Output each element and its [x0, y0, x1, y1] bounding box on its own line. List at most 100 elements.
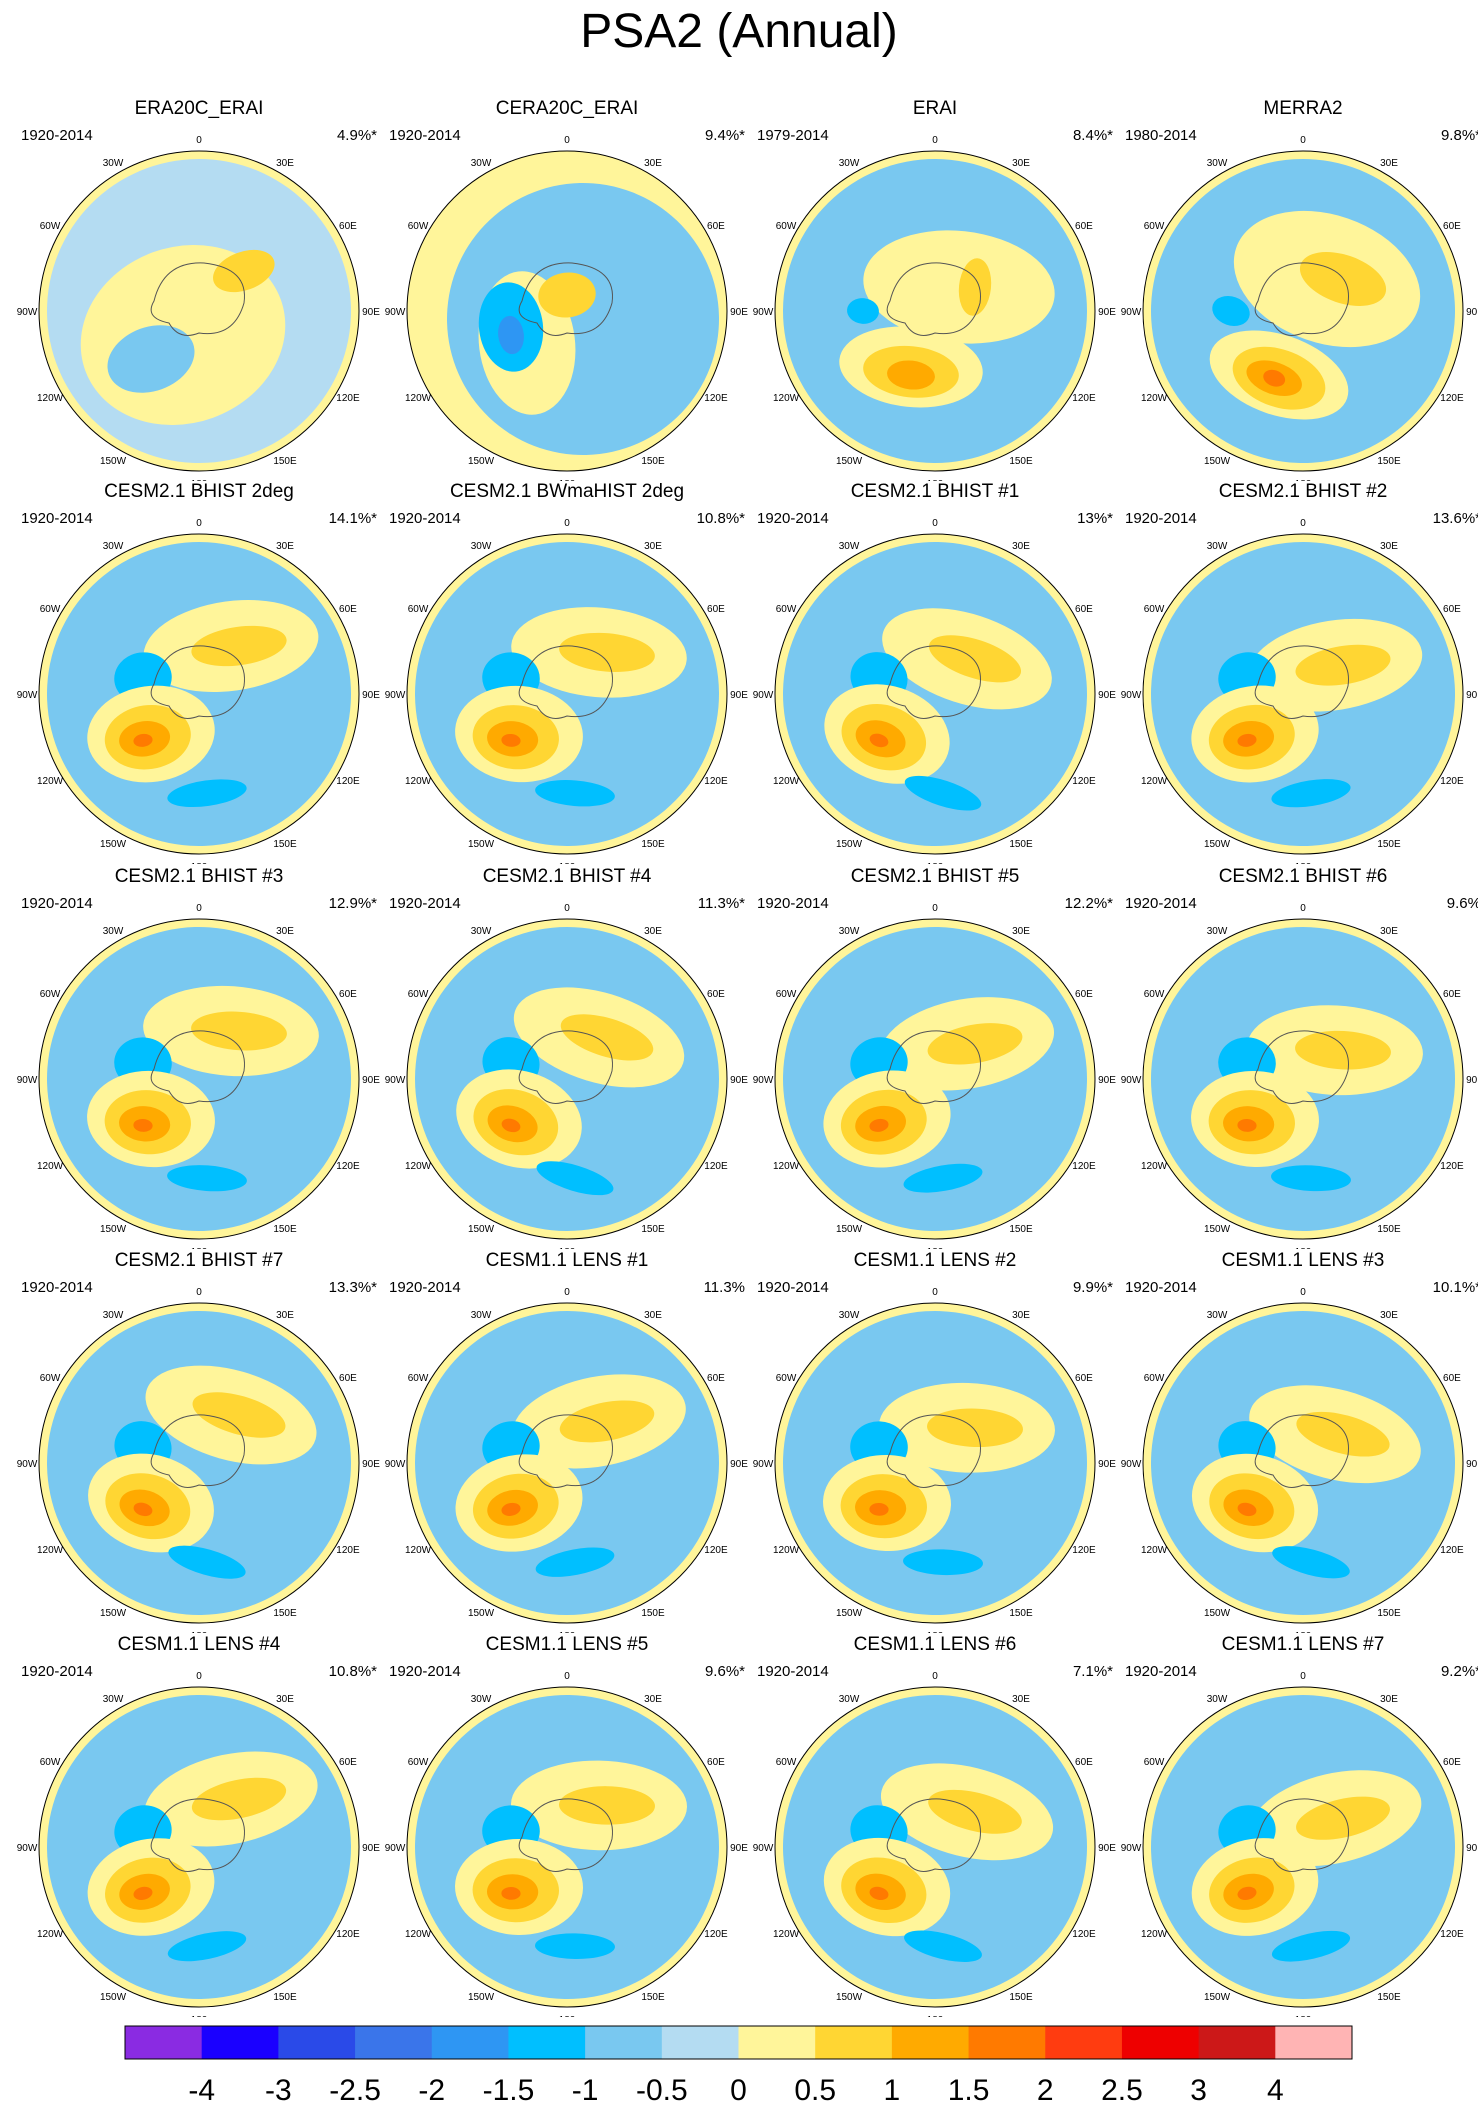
panel-period: 1920-2014 — [389, 895, 461, 912]
map-boundary — [406, 533, 728, 855]
anomaly-contour — [904, 1930, 982, 1962]
panel-variance: 10.1%* — [1432, 1279, 1478, 1296]
longitude-label: 150E — [273, 456, 297, 467]
longitude-label: 90W — [385, 1075, 406, 1086]
longitude-label: 150E — [641, 1224, 665, 1235]
antarctica-coastline — [1254, 1030, 1349, 1104]
panel-variance: 14.1%* — [328, 510, 377, 527]
longitude-label: 0 — [564, 135, 570, 146]
longitude-label: 90W — [753, 1075, 774, 1086]
longitude-label: 120W — [1141, 1929, 1168, 1940]
longitude-label: 30E — [276, 1310, 294, 1321]
panel-period: 1920-2014 — [21, 1279, 93, 1296]
longitude-label: 150E — [1377, 1992, 1401, 2003]
longitude-label: 150E — [1377, 456, 1401, 467]
antarctica-coastline — [518, 262, 613, 336]
map-panel: 0 30E 60E 90E 120E 150E 180 150W 120W 90W 60W 30W CE… — [1119, 1249, 1478, 1633]
longitude-label: 120E — [1072, 1161, 1096, 1172]
map-panel: 0 30E 60E 90E 120E 150E 180 150W 120W 90W 60W 30W ER… — [751, 97, 1119, 481]
longitude-label: 180 — [927, 2015, 944, 2017]
longitude-label: 180 — [559, 1247, 576, 1249]
longitude-label: 90W — [1121, 1075, 1142, 1086]
longitude-label: 150E — [1009, 839, 1033, 850]
panel-variance: 13%* — [1077, 510, 1113, 527]
longitude-label: 150W — [1204, 1992, 1231, 2003]
longitude-label: 0 — [1300, 518, 1306, 529]
longitude-label: 120W — [405, 1161, 432, 1172]
anomaly-contour — [869, 733, 889, 748]
panel-title: CESM2.1 BHIST #6 — [1218, 866, 1388, 887]
map-panel: 0 30E 60E 90E 120E 150E 180 150W 120W 90W 60W 30W CE… — [383, 1633, 751, 2017]
polar-map: 0 30E 60E 90E 120E 150E 180 150W 120W 90W 60W 30W — [1121, 518, 1478, 864]
longitude-label: 90E — [730, 690, 748, 701]
longitude-label: 60W — [776, 604, 797, 615]
anomaly-contour — [559, 1400, 655, 1443]
longitude-label: 0 — [564, 518, 570, 529]
anomaly-contour — [535, 779, 615, 807]
anomaly-contour — [904, 775, 982, 811]
antarctica-coastline — [886, 1414, 981, 1488]
longitude-label: 30E — [1380, 1694, 1398, 1705]
longitude-label: 60E — [1075, 1373, 1093, 1384]
longitude-label: 60W — [776, 1373, 797, 1384]
longitude-label: 0 — [932, 1287, 938, 1298]
panel-title: CESM1.1 LENS #7 — [1221, 1634, 1385, 1655]
panel-period: 1920-2014 — [757, 510, 829, 527]
longitude-label: 30W — [103, 1694, 124, 1705]
longitude-label: 0 — [196, 135, 202, 146]
polar-map: 0 30E 60E 90E 120E 150E 180 150W 120W 90W 60W 30W — [753, 518, 1117, 864]
longitude-label: 150E — [273, 1608, 297, 1619]
longitude-label: 30E — [644, 1694, 662, 1705]
longitude-label: 150W — [100, 839, 127, 850]
anomaly-contour — [192, 1392, 286, 1438]
map-boundary — [38, 918, 360, 1240]
longitude-label: 90E — [362, 1075, 380, 1086]
anomaly-contour — [47, 542, 351, 846]
map-boundary — [774, 1686, 1096, 2008]
map-boundary — [1142, 1302, 1464, 1624]
map-boundary — [774, 1302, 1096, 1624]
longitude-label: 90E — [362, 690, 380, 701]
panel-title: CESM1.1 LENS #3 — [1221, 1250, 1385, 1271]
longitude-label: 60E — [1443, 1757, 1461, 1768]
longitude-label: 90E — [1098, 1075, 1116, 1086]
anomaly-contour — [501, 1502, 521, 1516]
longitude-label: 0 — [564, 1287, 570, 1298]
panel-variance: 11.3%* — [697, 895, 745, 912]
antarctica-coastline — [518, 1414, 613, 1488]
longitude-label: 30W — [1207, 158, 1228, 169]
longitude-label: 90W — [385, 1843, 406, 1854]
longitude-label: 180 — [1295, 2015, 1312, 2017]
longitude-label: 0 — [196, 1671, 202, 1682]
anomaly-contour — [535, 1547, 615, 1577]
longitude-label: 120E — [1072, 1929, 1096, 1940]
anomaly-contour — [559, 632, 655, 672]
panel-title: CERA20C_ERAI — [495, 98, 639, 119]
longitude-label: 120E — [704, 776, 728, 787]
antarctica-coastline — [150, 1414, 245, 1488]
anomaly-contour — [887, 360, 935, 390]
map-boundary — [1142, 533, 1464, 855]
polar-map: 0 30E 60E 90E 120E 150E 180 150W 120W 90W 60W 30W — [385, 135, 749, 481]
longitude-label: 30W — [103, 926, 124, 937]
polar-map: 0 30E 60E 90E 120E 150E 180 150W 120W 90W 60W 30W — [1121, 1287, 1478, 1633]
longitude-label: 60E — [1443, 989, 1461, 1000]
longitude-label: 150W — [1204, 456, 1231, 467]
map-boundary — [1142, 1686, 1464, 2008]
longitude-label: 60E — [707, 221, 725, 232]
map-panel: 0 30E 60E 90E 120E 150E 180 150W 120W 90W 60W 30W CE… — [1119, 1633, 1478, 2017]
antarctica-coastline — [150, 645, 245, 719]
longitude-label: 60E — [1075, 1757, 1093, 1768]
panel-title: MERRA2 — [1263, 98, 1343, 119]
map-boundary — [406, 150, 728, 472]
map-panel: 0 30E 60E 90E 120E 150E 180 150W 120W 90W 60W 30W CE… — [1119, 480, 1478, 864]
polar-map: 0 30E 60E 90E 120E 150E 180 150W 120W 90W 60W 30W — [1121, 135, 1478, 481]
map-panel: 0 30E 60E 90E 120E 150E 180 150W 120W 90W 60W 30W CE… — [15, 1249, 383, 1633]
longitude-label: 0 — [564, 903, 570, 914]
polar-map: 0 30E 60E 90E 120E 150E 180 150W 120W 90W 60W 30W — [1121, 1671, 1478, 2017]
map-panel: 0 30E 60E 90E 120E 150E 180 150W 120W 90W 60W 30W CE… — [751, 865, 1119, 1249]
panel-variance: 8.4%* — [1072, 127, 1113, 144]
longitude-label: 120E — [1072, 776, 1096, 787]
longitude-label: 30W — [1207, 541, 1228, 552]
map-panel: 0 30E 60E 90E 120E 150E 180 150W 120W 90W 60W 30W ME… — [1119, 97, 1478, 481]
